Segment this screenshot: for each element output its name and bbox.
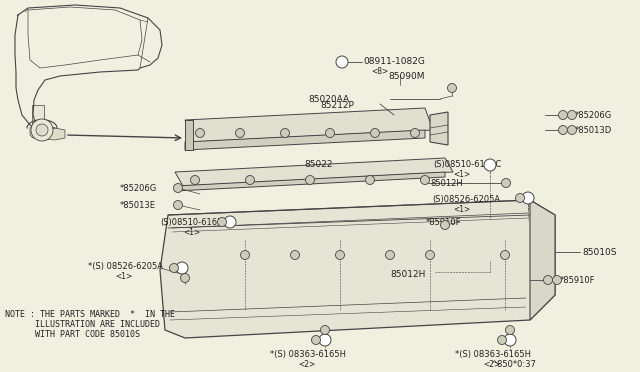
Polygon shape [185, 108, 433, 142]
Text: S: S [488, 163, 492, 167]
Circle shape [568, 125, 577, 135]
Text: S: S [508, 337, 512, 343]
Text: *85206G: *85206G [120, 184, 157, 193]
Polygon shape [175, 172, 445, 191]
Circle shape [195, 128, 205, 138]
Circle shape [236, 128, 244, 138]
Polygon shape [185, 130, 425, 150]
Circle shape [371, 128, 380, 138]
Circle shape [447, 83, 456, 93]
Text: 85022: 85022 [304, 160, 333, 169]
Circle shape [515, 193, 525, 202]
Polygon shape [160, 200, 555, 338]
Text: <1>: <1> [453, 205, 470, 214]
Circle shape [426, 250, 435, 260]
Text: ^850*0:37: ^850*0:37 [490, 360, 536, 369]
Polygon shape [185, 120, 193, 150]
Text: 85020AA: 85020AA [308, 95, 349, 104]
Text: 85010S: 85010S [582, 248, 616, 257]
Text: 85090M: 85090M [388, 72, 424, 81]
Circle shape [326, 128, 335, 138]
Text: (S)08526-6205A: (S)08526-6205A [432, 195, 500, 204]
Text: 85212P: 85212P [320, 101, 354, 110]
Circle shape [500, 250, 509, 260]
Text: S: S [526, 196, 530, 201]
Text: <2>: <2> [298, 360, 316, 369]
Polygon shape [530, 200, 555, 320]
Circle shape [522, 192, 534, 204]
Text: 08911-1082G: 08911-1082G [363, 57, 425, 66]
Circle shape [385, 250, 394, 260]
Text: <1>: <1> [183, 228, 200, 237]
Text: *(S) 08363-6165H: *(S) 08363-6165H [455, 350, 531, 359]
Text: *85910F: *85910F [560, 276, 595, 285]
Polygon shape [430, 112, 448, 145]
Polygon shape [175, 158, 453, 186]
Text: 85012H: 85012H [430, 179, 463, 188]
Circle shape [319, 334, 331, 346]
Circle shape [484, 159, 496, 171]
Circle shape [440, 221, 449, 230]
Text: WITH PART CODE 85010S: WITH PART CODE 85010S [5, 330, 140, 339]
Circle shape [365, 176, 374, 185]
Polygon shape [30, 125, 65, 140]
Circle shape [559, 125, 568, 135]
Circle shape [336, 56, 348, 68]
Circle shape [497, 336, 506, 344]
Text: *(S) 08526-6205A: *(S) 08526-6205A [88, 262, 163, 271]
Circle shape [559, 110, 568, 119]
Circle shape [224, 216, 236, 228]
Text: *85910F: *85910F [426, 218, 461, 227]
Text: <2>: <2> [483, 360, 500, 369]
Circle shape [218, 218, 227, 227]
Text: (S)08510-6165C: (S)08510-6165C [160, 218, 228, 227]
Text: *85206G: *85206G [575, 111, 612, 120]
Circle shape [410, 128, 419, 138]
Text: S: S [180, 266, 184, 270]
Circle shape [420, 176, 429, 185]
Circle shape [506, 326, 515, 334]
Text: NOTE : THE PARTS MARKED  *  IN THE: NOTE : THE PARTS MARKED * IN THE [5, 310, 175, 319]
Circle shape [543, 276, 552, 285]
Circle shape [36, 124, 48, 136]
Circle shape [176, 262, 188, 274]
Text: N: N [340, 60, 344, 64]
Text: (S)08510-6165C: (S)08510-6165C [433, 160, 501, 169]
Circle shape [321, 326, 330, 334]
Circle shape [280, 128, 289, 138]
Circle shape [173, 201, 182, 209]
Circle shape [312, 336, 321, 344]
Circle shape [504, 334, 516, 346]
Circle shape [305, 176, 314, 185]
Circle shape [246, 176, 255, 185]
Text: S: S [323, 337, 327, 343]
Text: <1>: <1> [115, 272, 132, 281]
Text: <1>: <1> [453, 170, 470, 179]
Circle shape [241, 250, 250, 260]
Text: *85013E: *85013E [120, 201, 156, 210]
Circle shape [552, 276, 561, 285]
Circle shape [180, 273, 189, 282]
Text: *(S) 08363-6165H: *(S) 08363-6165H [270, 350, 346, 359]
Circle shape [170, 263, 179, 273]
Circle shape [191, 176, 200, 185]
Circle shape [568, 110, 577, 119]
Circle shape [31, 119, 53, 141]
Circle shape [335, 250, 344, 260]
Bar [32, 105, 44, 125]
Text: ILLUSTRATION ARE INCLUDED: ILLUSTRATION ARE INCLUDED [5, 320, 160, 329]
Circle shape [173, 183, 182, 192]
Text: 85012H: 85012H [390, 270, 426, 279]
Circle shape [291, 250, 300, 260]
Text: <8>: <8> [371, 67, 388, 76]
Text: S: S [228, 219, 232, 224]
Text: *85013D: *85013D [575, 126, 612, 135]
Circle shape [502, 179, 511, 187]
